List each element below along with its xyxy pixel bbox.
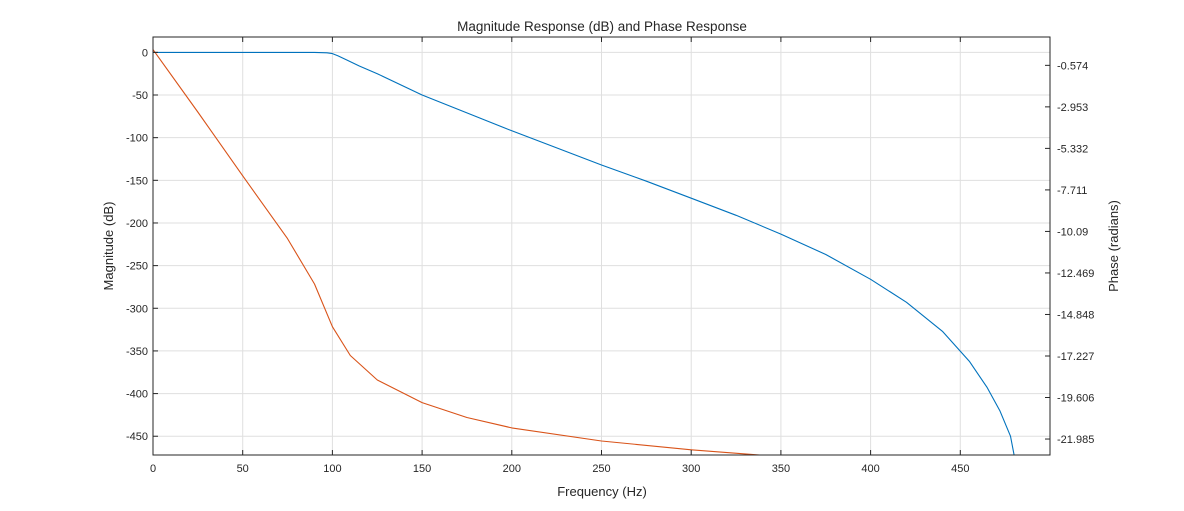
- x-axis-label: Frequency (Hz): [557, 484, 647, 499]
- x-tick-label: 200: [503, 463, 521, 475]
- x-tick-label: 400: [861, 463, 879, 475]
- x-tick-label: 100: [323, 463, 341, 475]
- right-y-axis: -0.574 -2.953 -5.332 -7.711 -10.09 -12.469 -14…: [1045, 60, 1094, 446]
- left-y-tick-label: -400: [126, 389, 148, 401]
- right-y-tick-label: -19.606: [1057, 393, 1094, 405]
- series-line-magnitude: [153, 51, 1015, 455]
- right-y-tick-label: -14.848: [1057, 309, 1094, 321]
- x-tick-label: 50: [237, 463, 249, 475]
- right-y-tick-label: -12.469: [1057, 268, 1094, 280]
- right-y-tick-label: -2.953: [1057, 102, 1088, 114]
- right-y-tick-label: -21.985: [1057, 434, 1094, 446]
- left-y-tick-label: -450: [126, 431, 148, 443]
- right-y-tick-label: -7.711: [1057, 185, 1087, 197]
- x-axis: 0 50 100 150 200 250 300 350 400 450: [150, 37, 969, 475]
- right-y-tick-label: -5.332: [1057, 143, 1088, 155]
- chart-title: Magnitude Response (dB) and Phase Respon…: [457, 19, 747, 34]
- right-y-tick-label: -0.574: [1057, 60, 1088, 72]
- right-y-tick-label: -10.09: [1057, 226, 1088, 238]
- left-y-axis-label: Magnitude (dB): [101, 202, 116, 291]
- left-y-tick-label: 0: [142, 47, 148, 59]
- left-y-axis: 0 -50 -100 -150 -200 -250 -300 -350 -400 -450: [126, 47, 158, 443]
- left-y-tick-label: -100: [126, 133, 148, 145]
- x-tick-label: 450: [951, 463, 969, 475]
- left-y-tick-label: -300: [126, 303, 148, 315]
- x-tick-label: 350: [772, 463, 790, 475]
- x-tick-label: 0: [150, 463, 156, 475]
- series-line-phase: [153, 49, 766, 455]
- x-tick-label: 300: [682, 463, 700, 475]
- x-tick-label: 150: [413, 463, 431, 475]
- left-y-tick-label: -150: [126, 175, 148, 187]
- x-tick-label: 250: [592, 463, 610, 475]
- grid: [152, 37, 1050, 455]
- plot-lines: [153, 49, 1015, 455]
- right-y-tick-label: -17.227: [1057, 351, 1094, 363]
- left-y-tick-label: -250: [126, 261, 148, 273]
- left-y-tick-label: -50: [132, 90, 148, 102]
- left-y-tick-label: -350: [126, 346, 148, 358]
- right-y-axis-label: Phase (radians): [1106, 200, 1121, 292]
- left-y-tick-label: -200: [126, 218, 148, 230]
